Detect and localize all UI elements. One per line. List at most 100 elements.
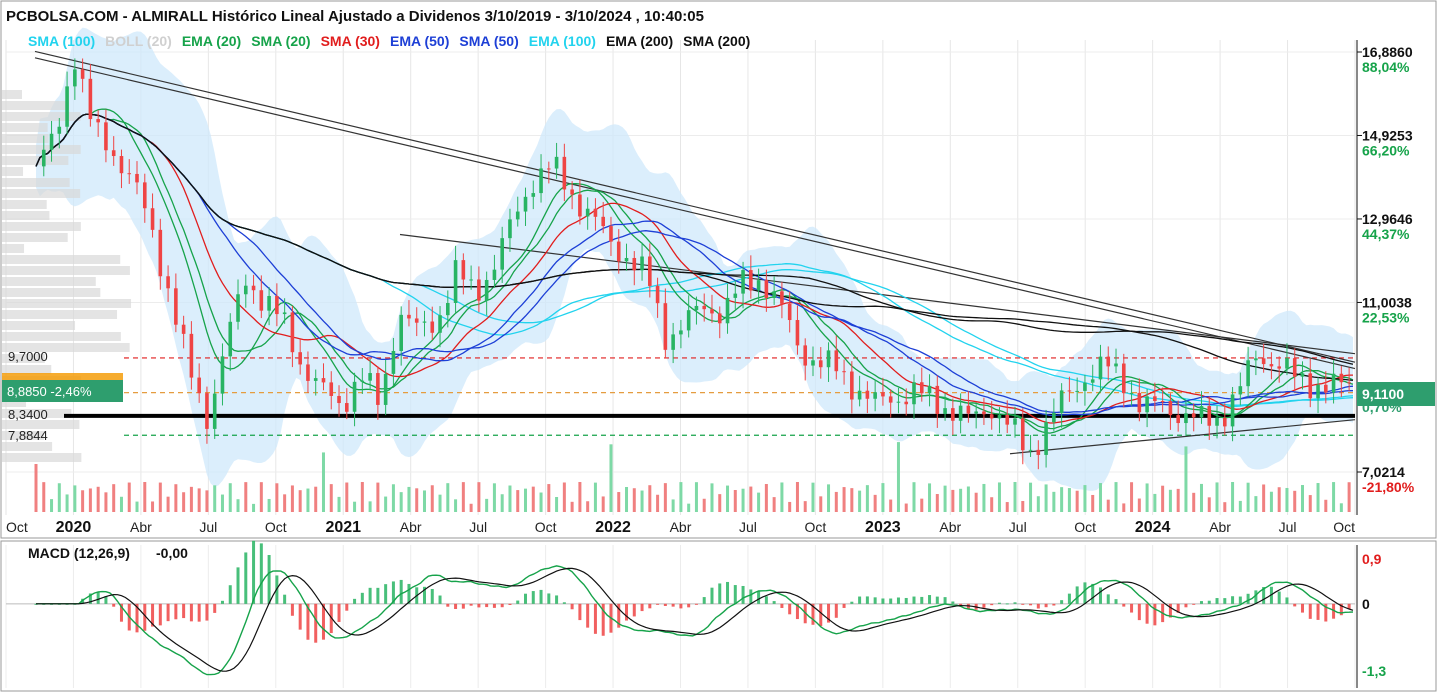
macd-histogram-bar (306, 603, 310, 640)
candle-body (671, 334, 675, 350)
candle-body (919, 382, 924, 394)
volume-bar (795, 482, 799, 512)
candle-body (477, 279, 481, 301)
candle-body (197, 377, 201, 394)
macd-histogram-bar (1293, 603, 1297, 607)
candle-body (236, 294, 240, 322)
candle-body (951, 408, 955, 421)
candle-body (1121, 363, 1126, 394)
candle-body (220, 356, 225, 394)
volume-profile-bar (2, 189, 81, 198)
volume-profile-bar (2, 321, 76, 330)
legend-item: SMA (50) (459, 33, 518, 49)
volume-profile-bar (2, 222, 81, 231)
candle-body (484, 279, 489, 301)
candle-body (259, 290, 264, 311)
volume-bar (244, 482, 248, 512)
macd-histogram-bar (391, 581, 395, 604)
volume-bar (65, 494, 69, 512)
macd-signal-line (36, 567, 1354, 672)
volume-bar (811, 482, 815, 512)
candle-body (391, 350, 396, 374)
volume-profile-bar (2, 178, 70, 187)
macd-histogram-bar (842, 603, 846, 608)
volume-bar (1262, 484, 1266, 512)
macd-histogram-bar (811, 603, 815, 625)
ema-20-line (35, 108, 1354, 434)
candle-body (1199, 406, 1204, 418)
macd-histogram-bar (912, 596, 916, 604)
volume-bar (570, 501, 574, 512)
volume-profile-bar (2, 299, 132, 308)
volume-bar (182, 492, 186, 512)
candle-body (1285, 358, 1289, 369)
candle-body (205, 393, 209, 429)
candle-body (943, 408, 947, 414)
ema-200-line (35, 113, 1354, 382)
volume-bar (850, 488, 854, 512)
macd-histogram-bar (96, 592, 100, 604)
volume-bar (1300, 485, 1304, 512)
macd-histogram-bar (547, 593, 551, 604)
volume-profile-bar (2, 134, 49, 143)
candle-body (795, 320, 800, 346)
candle-body (329, 382, 334, 396)
right-axis-price: 14,9253 (1362, 127, 1413, 143)
volume-bar (1168, 489, 1172, 512)
candle-body (275, 295, 279, 315)
macd-histogram-bar (1231, 596, 1235, 604)
volume-bar (1153, 493, 1157, 512)
candle-body (648, 256, 652, 286)
candle-body (399, 314, 403, 351)
candle-body (41, 149, 46, 167)
volume-bar (1176, 488, 1180, 512)
volume-bar (252, 503, 256, 512)
volume-bar (586, 501, 590, 512)
candle-body (515, 211, 520, 220)
candle-body (1114, 363, 1118, 367)
volume-bar (1137, 498, 1141, 512)
macd-histogram-bar (368, 587, 372, 604)
sma-50-line (35, 113, 1354, 414)
volume-bar (539, 492, 543, 512)
candle-body (927, 385, 932, 394)
volume-bar (687, 503, 691, 512)
macd-histogram-bar (174, 603, 178, 620)
x-axis-label: Oct (535, 519, 557, 535)
candle-body (96, 119, 100, 123)
volume-bar (1184, 446, 1188, 512)
level-label-9700: 9,7000 (8, 349, 48, 364)
macd-histogram-bar (135, 603, 139, 633)
macd-histogram-bar (283, 594, 287, 604)
volume-bar (42, 482, 46, 512)
candle-body (1059, 390, 1064, 413)
candle-body (1277, 366, 1281, 369)
legend-item: EMA (100) (529, 33, 596, 49)
macd-histogram-bar (772, 601, 776, 604)
macd-histogram-bar (298, 603, 302, 630)
candle-body (733, 293, 738, 298)
candle-body (1316, 384, 1320, 399)
candle-body (896, 401, 901, 403)
candle-body (881, 392, 885, 397)
sma-20-line (35, 113, 1354, 430)
macd-histogram-bar (1060, 600, 1064, 604)
x-axis-label: Oct (1333, 519, 1355, 535)
volume-profile-bar (2, 332, 121, 341)
volume-bar (143, 482, 147, 512)
macd-histogram-bar (1130, 603, 1134, 613)
candle-body (780, 291, 784, 304)
candle-body (578, 194, 582, 217)
candle-body (104, 122, 108, 151)
volume-bar (461, 482, 465, 512)
volume-bar (562, 482, 566, 512)
right-axis-pct: 66,20% (1362, 142, 1410, 158)
candle-body (1324, 384, 1328, 393)
volume-bar (119, 496, 123, 512)
candle-body (135, 173, 139, 183)
candle-body (764, 280, 769, 298)
macd-histogram-bar (1316, 603, 1320, 620)
volume-bar (259, 482, 263, 512)
candle-body (818, 360, 823, 368)
macd-histogram-bar (399, 579, 403, 604)
